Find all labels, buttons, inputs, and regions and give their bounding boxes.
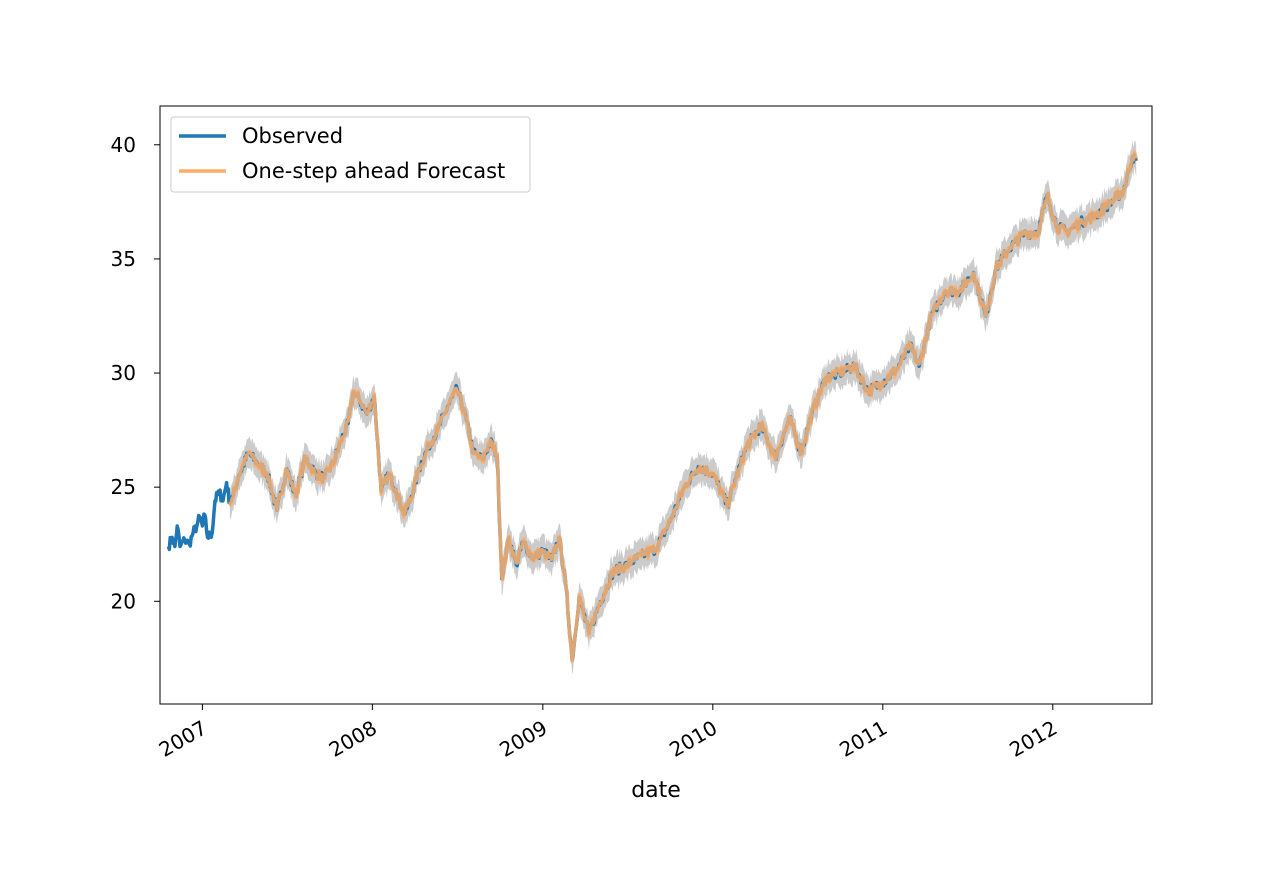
y-tick-label: 35 <box>111 247 136 271</box>
plot-frame <box>159 105 1153 705</box>
y-tick-label: 25 <box>111 475 136 499</box>
legend: Observed One-step ahead Forecast <box>170 116 531 193</box>
y-tick-label: 30 <box>111 361 136 385</box>
legend-label-observed: Observed <box>242 124 343 148</box>
series-layer <box>166 150 1138 663</box>
y-tick-label: 40 <box>111 133 136 157</box>
legend-label-forecast: One-step ahead Forecast <box>242 159 505 183</box>
y-axis: 20 25 30 35 40 <box>111 133 160 613</box>
legend-box <box>170 116 531 193</box>
x-axis-label: date <box>631 778 681 803</box>
confidence-band <box>229 140 1137 674</box>
y-tick-label: 20 <box>111 589 136 613</box>
series-line-forecast <box>228 150 1138 663</box>
confidence-band-layer <box>229 140 1137 674</box>
